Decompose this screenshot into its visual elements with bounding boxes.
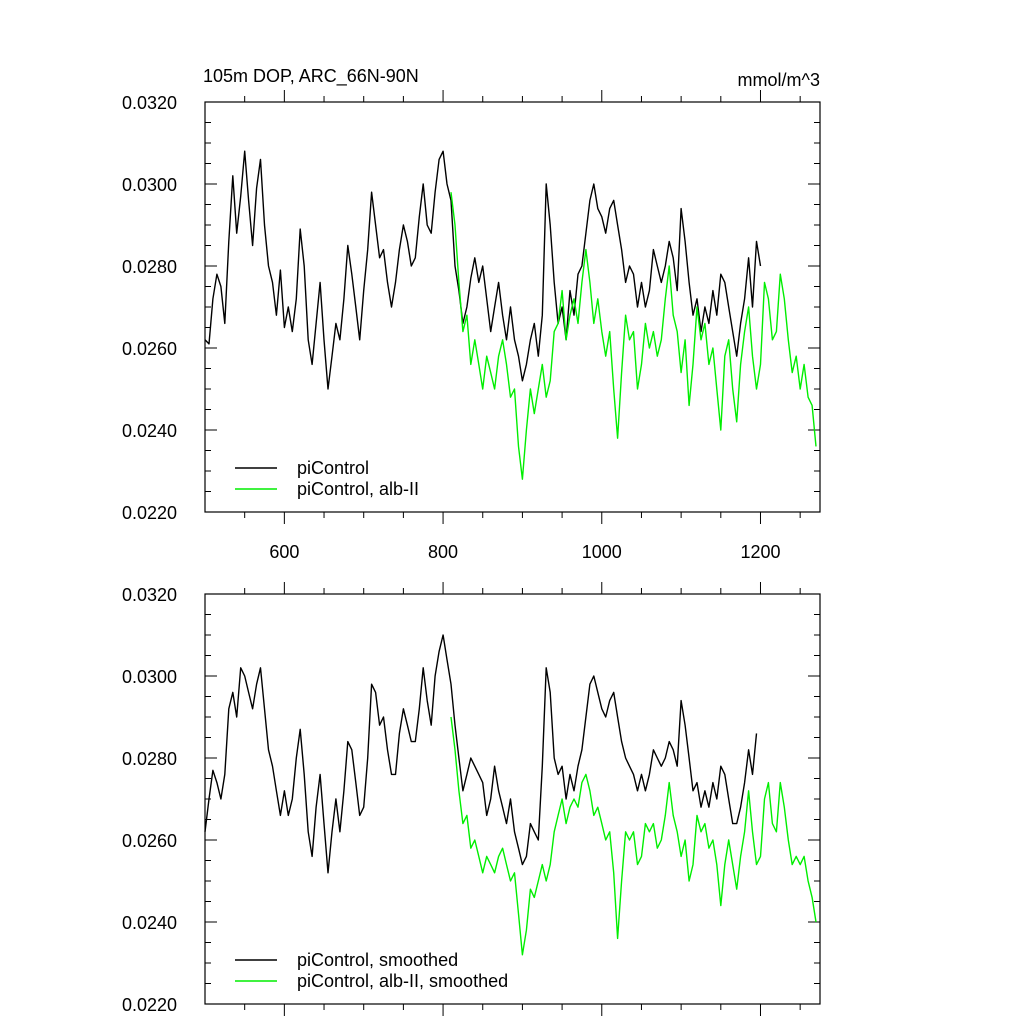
x-tick-label: 600 bbox=[269, 542, 299, 562]
y-tick-label: 0.0320 bbox=[122, 585, 177, 605]
legend-label: piControl, alb-II bbox=[297, 479, 419, 499]
y-tick-label: 0.0240 bbox=[122, 421, 177, 441]
x-tick-label: 1000 bbox=[582, 542, 622, 562]
x-tick-label: 1200 bbox=[740, 542, 780, 562]
y-tick-label: 0.0260 bbox=[122, 339, 177, 359]
top-panel: 0.0220 0.0240 0.0260 0.0280 0.0300 0.0320 600 8… bbox=[122, 90, 821, 562]
y-tick-label: 0.0240 bbox=[122, 913, 177, 933]
y-tick-label: 0.0280 bbox=[122, 257, 177, 277]
legend-label: piControl, smoothed bbox=[297, 950, 458, 970]
y-tick-label: 0.0220 bbox=[122, 995, 177, 1015]
series-control-line bbox=[204, 150, 762, 390]
y-tick-label: 0.0300 bbox=[122, 667, 177, 687]
series-alb-line bbox=[450, 192, 817, 480]
units-label: mmol/m^3 bbox=[738, 70, 820, 90]
x-tick-label: 800 bbox=[428, 542, 458, 562]
plot-frame bbox=[204, 101, 821, 513]
legend-label: piControl bbox=[297, 458, 369, 478]
y-tick-label: 0.0220 bbox=[122, 503, 177, 523]
series-control-line bbox=[204, 634, 758, 874]
y-tick-label: 0.0300 bbox=[122, 175, 177, 195]
chart-title: 105m DOP, ARC_66N-90N bbox=[203, 66, 419, 87]
y-tick-label: 0.0260 bbox=[122, 831, 177, 851]
y-tick-label: 0.0280 bbox=[122, 749, 177, 769]
series-alb-line bbox=[450, 716, 817, 956]
y-tick-label: 0.0320 bbox=[122, 93, 177, 113]
plot-frame bbox=[204, 593, 821, 1005]
bottom-panel: 0.0220 0.0240 0.0260 0.0280 0.0300 0.0320 piCo… bbox=[122, 582, 821, 1016]
legend-label: piControl, alb-II, smoothed bbox=[297, 971, 508, 991]
